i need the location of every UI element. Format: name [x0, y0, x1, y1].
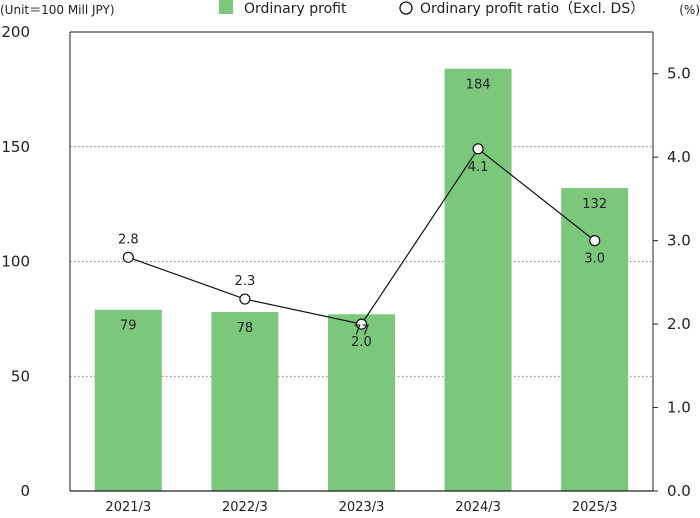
- bar-value-label: 79: [120, 319, 137, 334]
- category-label: 2025/3: [572, 500, 618, 514]
- left-tick-label: 0: [20, 482, 30, 500]
- ratio-marker: [122, 251, 134, 263]
- label-layer: 0 50 100 150 200 0.0 1.0 2.0 3.0 4.0 5.0 2021/3 2022…: [1, 23, 691, 515]
- right-tick-label: 3.0: [667, 232, 691, 250]
- left-unit-label: (Unit＝100 Mill JPY): [0, 3, 115, 17]
- legend: Ordinary profit Ordinary profit ratio（Ex…: [219, 0, 644, 17]
- grid-layer: [70, 146, 653, 377]
- bar: [94, 309, 162, 491]
- ratio-value-label: 2.0: [351, 335, 372, 350]
- legend-line-marker: [399, 1, 413, 15]
- bar: [328, 314, 395, 491]
- legend-bar-label: Ordinary profit: [244, 1, 347, 17]
- right-tick-label: 5.0: [667, 65, 691, 83]
- legend-bar-swatch: [219, 0, 233, 14]
- right-tick-label: 4.0: [667, 148, 691, 166]
- category-label: 2023/3: [339, 500, 385, 514]
- right-unit-label: (%): [679, 3, 700, 17]
- axis-layer: [69, 31, 658, 492]
- ratio-value-label: 2.3: [235, 274, 256, 289]
- ratio-value-label: 2.8: [118, 232, 139, 247]
- bar-value-label: 78: [237, 321, 254, 336]
- ratio-value-label: 4.1: [468, 160, 489, 175]
- bar-value-label: 77: [353, 323, 370, 338]
- left-tick-label: 200: [1, 23, 30, 41]
- left-tick-label: 50: [11, 367, 30, 385]
- category-label: 2021/3: [105, 500, 151, 514]
- right-tick-label: 0.0: [667, 482, 691, 500]
- right-tick-label: 1.0: [667, 399, 691, 417]
- bar-layer: [94, 68, 629, 491]
- bar: [211, 311, 279, 491]
- ratio-marker: [472, 143, 484, 155]
- left-tick-label: 100: [1, 253, 30, 271]
- category-label: 2024/3: [455, 500, 501, 514]
- ratio-value-label: 3.0: [584, 252, 605, 267]
- legend-line-label: Ordinary profit ratio（Excl. DS）: [420, 1, 644, 17]
- left-tick-label: 150: [1, 138, 30, 156]
- category-label: 2022/3: [222, 500, 268, 514]
- line-layer: [122, 143, 601, 330]
- bar: [444, 68, 512, 491]
- bar-value-label: 132: [582, 197, 607, 212]
- ratio-line: [128, 147, 596, 325]
- bar: [561, 188, 629, 491]
- ratio-marker: [239, 293, 251, 305]
- bar-value-label: 184: [466, 78, 491, 93]
- ratio-marker: [355, 318, 368, 330]
- right-tick-label: 2.0: [667, 315, 691, 333]
- ratio-marker: [589, 235, 601, 247]
